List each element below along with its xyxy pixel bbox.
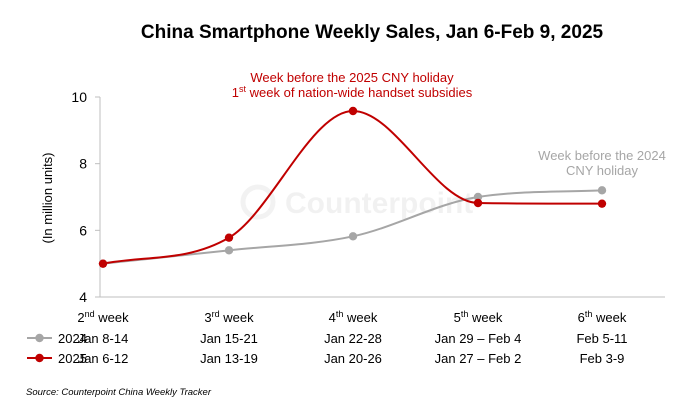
date-label-2025: Jan 13-19 [200,351,258,366]
x-tick-label: 5th week [454,309,503,325]
annotation-2024-line1: Week before the 2024 [538,148,666,163]
annotation-2024-line2: CNY holiday [566,163,639,178]
x-tick-label: 4th week [329,309,378,325]
data-point-2025-3 [348,106,358,116]
data-point-2024-3 [348,232,358,241]
y-tick-label: 8 [79,156,87,172]
source-note: Source: Counterpoint China Weekly Tracke… [26,387,212,398]
data-point-2024-2 [224,246,234,255]
x-tick-label: 2nd week [77,309,129,325]
data-point-2025-2 [224,233,234,242]
x-tick-label: 6th week [578,309,627,325]
data-point-2024-5 [597,186,607,195]
date-label-2024: Feb 5-11 [576,331,627,346]
date-label-2025: Feb 3-9 [580,351,625,366]
legend-marker-2025 [35,353,44,363]
chart-title: China Smartphone Weekly Sales, Jan 6-Feb… [141,22,604,43]
data-point-2025-5 [597,199,607,208]
watermark-text: Counterpoint [285,187,473,220]
annotation-2025-line2: 1st week of nation-wide handset subsidie… [232,84,473,100]
date-label-2024: Jan 22-28 [324,331,382,346]
y-tick-label: 4 [79,289,87,305]
y-tick-label: 10 [71,89,87,105]
y-axis-label: (In million units) [40,152,55,243]
legend-marker-2024 [35,333,44,343]
annotation-2025-line1: Week before the 2025 CNY holiday [250,70,454,85]
x-tick-label: 3rd week [204,309,254,325]
date-label-2025: Jan 6-12 [78,351,129,366]
legend-label-2024: 2024 [58,331,87,346]
y-tick-label: 6 [79,222,87,238]
date-label-2025: Jan 27 – Feb 2 [435,351,522,366]
watermark: Counterpoint [240,184,473,220]
date-label-2024: Jan 15-21 [200,331,258,346]
data-point-2024-4 [473,192,483,202]
data-point-2025-4 [473,198,483,208]
data-point-2025-1 [98,259,108,268]
date-label-2025: Jan 20-26 [324,351,382,366]
legend-label-2025: 2025 [58,351,87,366]
date-label-2024: Jan 29 – Feb 4 [435,331,522,346]
date-label-2024: Jan 8-14 [78,331,129,346]
